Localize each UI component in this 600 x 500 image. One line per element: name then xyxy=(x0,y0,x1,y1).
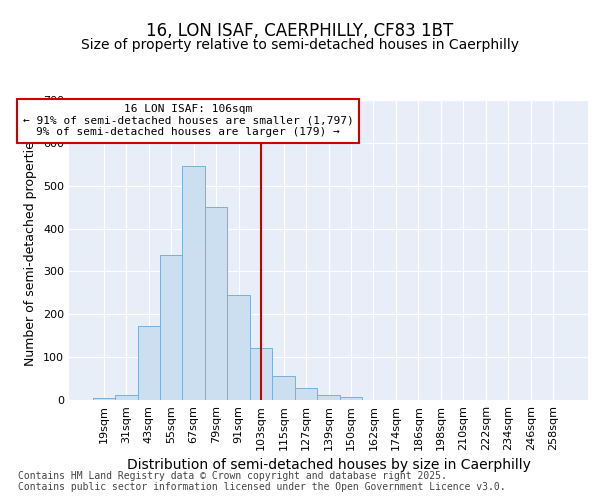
X-axis label: Distribution of semi-detached houses by size in Caerphilly: Distribution of semi-detached houses by … xyxy=(127,458,530,472)
Bar xyxy=(115,395,137,400)
Bar xyxy=(160,255,182,400)
Bar xyxy=(317,395,340,400)
Y-axis label: Number of semi-detached properties: Number of semi-detached properties xyxy=(25,134,37,366)
Bar xyxy=(295,388,317,400)
Text: Contains HM Land Registry data © Crown copyright and database right 2025.
Contai: Contains HM Land Registry data © Crown c… xyxy=(18,471,506,492)
Bar xyxy=(137,326,160,400)
Text: Size of property relative to semi-detached houses in Caerphilly: Size of property relative to semi-detach… xyxy=(81,38,519,52)
Bar xyxy=(227,294,250,400)
Bar xyxy=(272,376,295,400)
Bar xyxy=(340,396,362,400)
Bar xyxy=(92,398,115,400)
Bar xyxy=(182,166,205,400)
Bar xyxy=(205,207,227,400)
Text: 16 LON ISAF: 106sqm
← 91% of semi-detached houses are smaller (1,797)
9% of semi: 16 LON ISAF: 106sqm ← 91% of semi-detach… xyxy=(23,104,353,138)
Bar xyxy=(250,348,272,400)
Text: 16, LON ISAF, CAERPHILLY, CF83 1BT: 16, LON ISAF, CAERPHILLY, CF83 1BT xyxy=(146,22,454,40)
